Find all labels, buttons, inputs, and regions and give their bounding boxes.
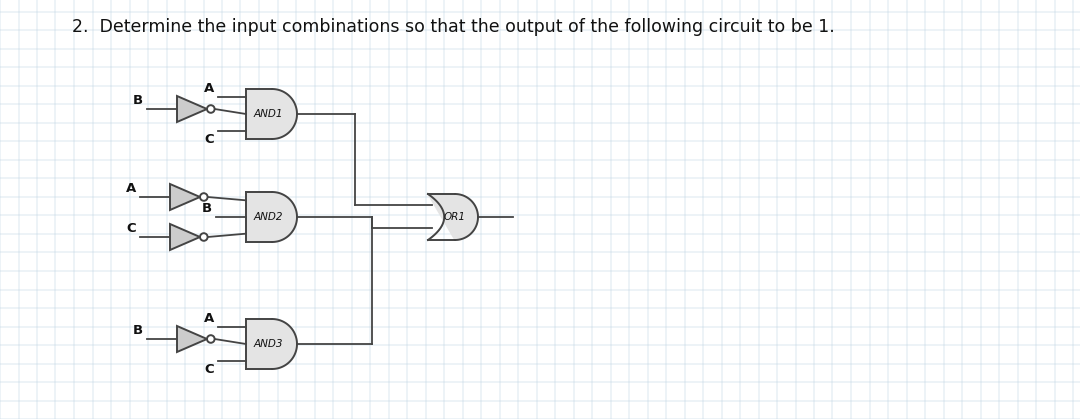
Circle shape [200,193,207,201]
Text: A: A [204,312,214,325]
Text: A: A [204,82,214,95]
Polygon shape [246,319,297,369]
Text: B: B [133,93,143,106]
Text: A: A [125,181,136,194]
Circle shape [207,105,215,113]
Text: C: C [204,363,214,376]
Polygon shape [177,96,207,122]
Text: AND1: AND1 [253,109,283,119]
Polygon shape [428,194,478,240]
Text: AND3: AND3 [253,339,283,349]
Text: C: C [126,222,136,235]
Polygon shape [246,192,297,242]
Text: B: B [202,202,212,215]
Polygon shape [246,89,297,139]
Text: 2.  Determine the input combinations so that the output of the following circuit: 2. Determine the input combinations so t… [72,18,835,36]
Polygon shape [177,326,207,352]
Polygon shape [170,224,200,250]
Text: B: B [133,323,143,336]
Circle shape [200,233,207,241]
Text: AND2: AND2 [253,212,283,222]
Text: OR1: OR1 [444,212,465,222]
Circle shape [207,335,215,343]
Text: C: C [204,133,214,146]
Polygon shape [170,184,200,210]
